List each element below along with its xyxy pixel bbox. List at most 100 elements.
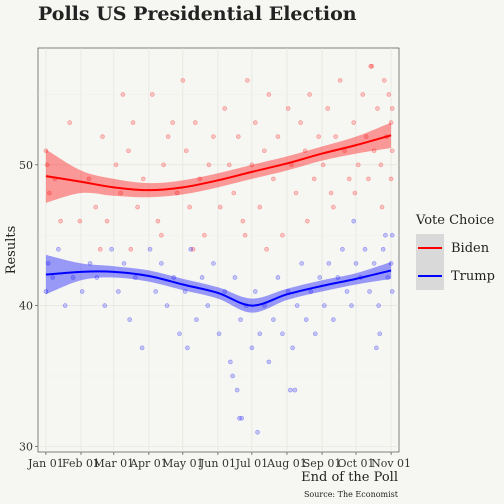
- biden-poll-point: [93, 204, 99, 210]
- biden-poll-point: [351, 120, 357, 125]
- trump-poll-point: [249, 345, 255, 351]
- biden-poll-point: [231, 190, 237, 196]
- biden-poll-point: [337, 78, 343, 83]
- biden-poll-point: [389, 106, 395, 111]
- biden-poll-point: [44, 162, 50, 168]
- biden-poll-point: [128, 246, 134, 252]
- biden-poll-point: [266, 92, 272, 97]
- biden-poll-point: [285, 106, 291, 111]
- biden-poll-point: [236, 134, 241, 139]
- trump-poll-point: [188, 246, 194, 252]
- biden-poll-point: [379, 204, 385, 210]
- trump-poll-point: [344, 289, 350, 294]
- biden-poll-point: [149, 92, 155, 97]
- biden-poll-point: [86, 176, 92, 182]
- biden-poll-point: [275, 134, 281, 139]
- trump-poll-point: [353, 261, 359, 266]
- biden-poll-point: [100, 134, 105, 139]
- trump-poll-point: [139, 345, 145, 351]
- biden-poll-point: [307, 92, 312, 97]
- biden-poll-point: [342, 148, 347, 154]
- x-tick-label: Oct 01: [337, 457, 374, 470]
- biden-poll-point: [360, 92, 366, 97]
- biden-poll-point: [67, 120, 72, 125]
- trump-poll-point: [349, 303, 354, 308]
- trump-poll-point: [194, 317, 199, 322]
- biden-poll-point: [363, 134, 369, 139]
- trump-poll-point: [171, 275, 177, 280]
- trump-poll-point: [292, 387, 298, 393]
- trump-poll-point: [79, 289, 85, 294]
- trump-poll-point: [230, 373, 235, 379]
- trump-poll-point: [389, 232, 395, 238]
- biden-poll-point: [369, 63, 375, 69]
- trump-poll-point: [275, 275, 281, 280]
- trump-poll-point: [121, 261, 127, 266]
- biden-poll-point: [211, 134, 216, 139]
- biden-poll-point: [264, 246, 269, 252]
- biden-poll-point: [126, 148, 131, 154]
- biden-poll-point: [378, 162, 384, 168]
- trump-poll-point: [56, 246, 61, 252]
- trump-poll-point: [222, 289, 228, 294]
- biden-poll-point: [43, 148, 49, 154]
- trump-poll-point: [377, 331, 383, 337]
- trump-poll-point: [50, 275, 56, 280]
- trump-poll-point: [185, 345, 190, 351]
- x-tick-label: May 01: [162, 457, 204, 470]
- trump-poll-point: [62, 303, 68, 308]
- biden-poll-point: [346, 176, 352, 182]
- trump-poll-point: [322, 303, 327, 308]
- trump-poll-point: [376, 303, 381, 308]
- biden-poll-point: [298, 120, 303, 125]
- biden-poll-point: [180, 78, 186, 83]
- x-tick-label: Sep 01: [303, 457, 342, 470]
- biden-poll-point: [120, 92, 126, 97]
- biden-poll-point: [320, 162, 326, 168]
- biden-poll-point: [190, 246, 196, 252]
- biden-poll-point: [366, 176, 371, 182]
- trump-poll-point: [317, 275, 323, 280]
- grid: [38, 48, 399, 452]
- biden-poll-point: [371, 148, 377, 154]
- trump-trend-line: [45, 269, 392, 307]
- trump-poll-point: [109, 246, 114, 252]
- biden-poll-point: [302, 148, 308, 154]
- biden-poll-point: [293, 190, 299, 196]
- trump-poll-point: [383, 232, 388, 238]
- trump-poll-point: [290, 345, 295, 351]
- trump-confidence-band: [45, 254, 392, 313]
- trump-poll-point: [371, 261, 377, 266]
- x-tick-label: Jun 01: [199, 457, 236, 470]
- trump-poll-point: [271, 317, 276, 322]
- y-axis-title: Results: [4, 226, 19, 275]
- trump-poll-point: [211, 261, 216, 266]
- biden-poll-point: [202, 232, 207, 238]
- biden-poll-point: [161, 162, 166, 168]
- x-tick-label: Aug 01: [266, 457, 307, 470]
- trump-poll-point: [239, 415, 244, 421]
- biden-poll-point: [159, 232, 164, 238]
- x-tick-label: Mar 01: [94, 457, 135, 470]
- biden-poll-point: [240, 218, 246, 224]
- biden-poll-point: [381, 78, 387, 83]
- biden-poll-point: [355, 162, 361, 168]
- biden-poll-point: [217, 204, 223, 210]
- biden-poll-point: [388, 176, 394, 182]
- biden-poll-point: [140, 176, 146, 182]
- trump-poll-point: [326, 261, 332, 266]
- trump-poll-point: [232, 275, 238, 280]
- trump-poll-point: [374, 345, 379, 351]
- legend: Vote Choice Biden Trump: [415, 213, 495, 290]
- biden-poll-point: [316, 134, 321, 139]
- trump-poll-point: [159, 261, 164, 266]
- biden-poll-point: [226, 162, 232, 168]
- trump-poll-point: [205, 303, 211, 308]
- trump-poll-point: [385, 275, 390, 280]
- biden-poll-point: [222, 106, 228, 111]
- biden-poll-point: [386, 92, 392, 97]
- trump-poll-point: [252, 289, 258, 294]
- biden-poll-point: [262, 148, 267, 154]
- biden-confidence-band: [45, 122, 392, 203]
